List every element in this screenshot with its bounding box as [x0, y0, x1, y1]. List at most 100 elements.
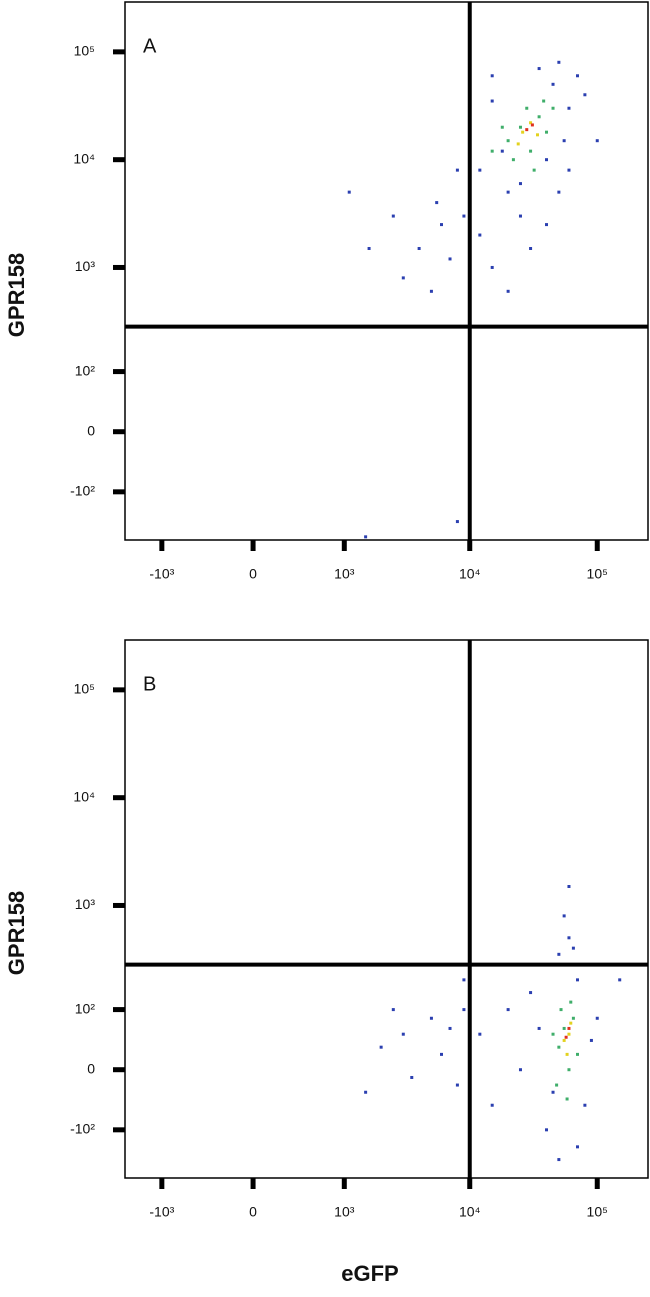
event-dot [506, 289, 510, 293]
event-dot [562, 1026, 566, 1030]
event-dot [557, 1045, 561, 1049]
x-tick-label: 10³ [334, 1204, 355, 1220]
y-tick-label: -10² [70, 483, 95, 499]
event-dot [490, 99, 494, 103]
event-dot [478, 1032, 482, 1036]
x-tick-label: 10⁴ [459, 566, 481, 582]
event-dot [545, 158, 549, 162]
event-dot [567, 106, 571, 110]
event-dot [462, 214, 466, 218]
panel-label: B [143, 673, 156, 695]
event-dot [518, 1068, 522, 1072]
event-dot [532, 168, 536, 172]
x-tick-label: 0 [249, 566, 257, 582]
event-dot [367, 247, 371, 251]
event-dot [530, 123, 534, 127]
y-tick-label: 0 [87, 422, 95, 438]
event-dot [448, 257, 452, 261]
event-dot [575, 1052, 579, 1056]
event-dot [575, 1145, 579, 1149]
event-dot [462, 1008, 466, 1012]
event-dot [565, 1097, 569, 1101]
event-dot [557, 952, 561, 956]
event-dot [567, 1032, 571, 1036]
event-dot [529, 991, 533, 995]
event-dot [567, 936, 571, 940]
event-dot [575, 74, 579, 78]
panel-label: A [143, 35, 157, 57]
event-dot [529, 247, 533, 251]
event-dot [562, 1038, 566, 1042]
event-dot [379, 1045, 383, 1049]
event-dot [557, 1158, 561, 1162]
x-tick-label: -10³ [149, 566, 174, 582]
event-dot [401, 1032, 405, 1036]
event-dot [521, 130, 525, 134]
event-dot [455, 168, 459, 172]
event-dot [506, 1008, 510, 1012]
event-dot [506, 190, 510, 194]
event-dot [559, 1008, 563, 1012]
event-dot [571, 946, 575, 950]
y-tick-label: 10³ [75, 896, 96, 912]
x-tick-label: 10⁵ [587, 1204, 608, 1220]
y-tick-label: 10² [75, 362, 96, 378]
event-dot [537, 67, 541, 71]
event-dot [595, 139, 599, 143]
event-dot [490, 74, 494, 78]
event-dot [551, 1032, 555, 1036]
event-dot [364, 1090, 368, 1094]
event-dot [567, 1026, 571, 1030]
event-dot [569, 1021, 573, 1025]
event-dot [448, 1026, 452, 1030]
event-dot [525, 106, 529, 110]
event-dot [364, 535, 368, 539]
event-dot [564, 1035, 568, 1039]
event-dot [583, 1103, 587, 1107]
event-dot [455, 1083, 459, 1087]
event-dot [525, 128, 529, 132]
event-dot [583, 93, 587, 97]
event-dot [537, 115, 541, 119]
event-dot [439, 1052, 443, 1056]
event-dot [506, 139, 510, 143]
event-dot [545, 1128, 549, 1132]
event-dot [551, 106, 555, 110]
y-axis-title: GPR158 [4, 891, 29, 975]
event-dot [490, 149, 494, 153]
event-dot [542, 99, 546, 103]
event-dot [536, 133, 540, 137]
event-dot [518, 125, 522, 129]
event-dot [518, 214, 522, 218]
event-dot [562, 139, 566, 143]
y-tick-label: 10⁵ [74, 681, 95, 697]
plot-frame [124, 1, 649, 541]
event-dot [391, 1008, 395, 1012]
event-dot [516, 142, 520, 146]
event-dot [518, 182, 522, 186]
x-tick-label: 0 [249, 1204, 257, 1220]
event-dot [569, 1000, 573, 1004]
x-tick-label: 10⁴ [459, 1204, 481, 1220]
event-dot [500, 149, 504, 153]
event-dot [555, 1083, 559, 1087]
x-tick-label: -10³ [149, 1204, 174, 1220]
event-dot [490, 265, 494, 269]
plot-frame [124, 639, 649, 1179]
event-dot [565, 1052, 569, 1056]
event-dot [567, 1068, 571, 1072]
event-dot [401, 276, 405, 280]
event-dot [435, 201, 439, 205]
x-tick-label: 10⁵ [587, 566, 608, 582]
y-tick-label: 10⁴ [73, 150, 95, 166]
event-dot [567, 885, 571, 889]
y-tick-label: -10² [70, 1121, 95, 1137]
event-dot [410, 1075, 414, 1079]
event-dot [562, 914, 566, 918]
event-dot [490, 1103, 494, 1107]
event-dot [511, 158, 515, 162]
event-dot [455, 520, 459, 524]
event-dot [462, 978, 466, 982]
event-dot [545, 130, 549, 134]
event-dot [391, 214, 395, 218]
